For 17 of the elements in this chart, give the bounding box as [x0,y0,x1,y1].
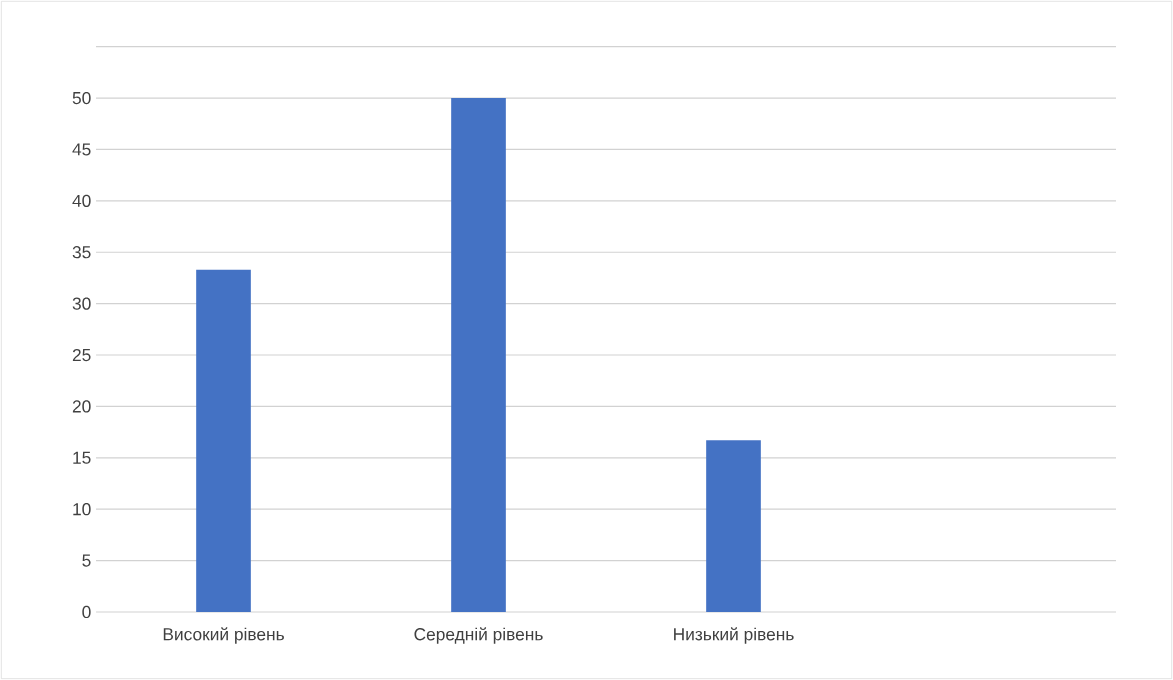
y-tick-label: 50 [72,91,91,105]
y-tick-label: 45 [72,143,91,156]
y-tick-label: 30 [72,297,91,310]
y-tick-label: 15 [73,451,91,464]
x-tick-label: Середній рівень [414,627,543,644]
y-tick-label: 20 [72,400,91,413]
y-tick-label: 0 [82,605,91,619]
x-tick-label: Високий рівень [163,627,284,644]
y-tick-label: 35 [72,246,91,259]
y-tick-label: 25 [72,348,91,362]
bar [451,98,506,612]
y-tick-label: 10 [73,503,91,516]
bar [196,269,251,612]
x-tick-label: Низький рівень [674,627,794,644]
y-tick-label: 40 [72,194,91,207]
y-tick-label: 5 [82,554,91,567]
bar [706,440,761,612]
